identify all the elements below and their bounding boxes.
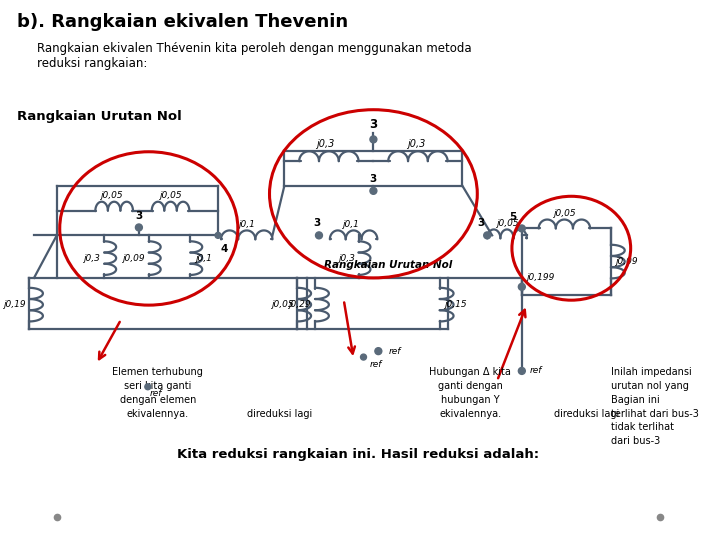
Text: ref: ref bbox=[530, 367, 542, 375]
Text: urutan nol yang: urutan nol yang bbox=[611, 381, 689, 391]
Text: direduksi lagi: direduksi lagi bbox=[554, 409, 618, 419]
Circle shape bbox=[484, 232, 490, 239]
Circle shape bbox=[518, 225, 526, 232]
Text: j0,05: j0,05 bbox=[159, 191, 182, 200]
Text: Rangkaian ekivalen Thévenin kita peroleh dengan menggunakan metoda
reduksi rangk: Rangkaian ekivalen Thévenin kita peroleh… bbox=[37, 43, 472, 70]
Text: 5: 5 bbox=[510, 212, 517, 221]
Text: j0,05: j0,05 bbox=[495, 219, 518, 228]
Text: j0,3: j0,3 bbox=[84, 254, 100, 262]
Circle shape bbox=[518, 367, 526, 374]
Text: Rangkaian Urutan Nol: Rangkaian Urutan Nol bbox=[324, 260, 452, 270]
Text: j0,1: j0,1 bbox=[342, 220, 359, 230]
Text: dari ​bus-3: dari ​bus-3 bbox=[611, 436, 660, 446]
Text: j0,09: j0,09 bbox=[122, 254, 145, 262]
Text: terlihat dari bus-3: terlihat dari bus-3 bbox=[611, 409, 698, 419]
Text: j0,05: j0,05 bbox=[271, 300, 293, 309]
Circle shape bbox=[315, 232, 323, 239]
Text: j0,19: j0,19 bbox=[4, 300, 26, 309]
Text: 3: 3 bbox=[370, 174, 377, 184]
Circle shape bbox=[370, 136, 377, 143]
Text: Bagian ini: Bagian ini bbox=[611, 395, 660, 404]
Text: tidak terlihat: tidak terlihat bbox=[611, 422, 674, 433]
Text: direduksi lagi: direduksi lagi bbox=[247, 409, 312, 419]
Text: j0,1: j0,1 bbox=[238, 220, 255, 230]
Text: Inilah impedansi: Inilah impedansi bbox=[611, 367, 692, 377]
Text: ekivalennya.: ekivalennya. bbox=[439, 409, 501, 419]
Text: 3: 3 bbox=[477, 219, 485, 228]
Text: j0,29: j0,29 bbox=[289, 300, 311, 309]
Text: 3: 3 bbox=[135, 211, 143, 220]
Text: dengan elemen: dengan elemen bbox=[120, 395, 196, 404]
Text: 3: 3 bbox=[313, 219, 320, 228]
Text: j0,199: j0,199 bbox=[526, 273, 554, 282]
Circle shape bbox=[215, 232, 221, 238]
Circle shape bbox=[375, 348, 382, 355]
Circle shape bbox=[370, 187, 377, 194]
Text: 3: 3 bbox=[369, 118, 377, 131]
Text: Hubungan Δ kita: Hubungan Δ kita bbox=[429, 367, 511, 377]
Text: j0,15: j0,15 bbox=[444, 300, 467, 309]
Text: ref: ref bbox=[388, 347, 400, 356]
Text: j0,3: j0,3 bbox=[407, 139, 425, 149]
Text: seri kita ganti: seri kita ganti bbox=[124, 381, 192, 391]
Text: ref: ref bbox=[370, 360, 382, 368]
Text: j0,05: j0,05 bbox=[100, 191, 122, 200]
Text: j0,3: j0,3 bbox=[316, 139, 334, 149]
Text: Kita reduksi rangkaian ini. Hasil reduksi adalah:: Kita reduksi rangkaian ini. Hasil reduks… bbox=[178, 448, 539, 461]
Text: j0,09: j0,09 bbox=[615, 257, 637, 266]
Circle shape bbox=[145, 384, 150, 390]
Text: 4: 4 bbox=[220, 244, 228, 254]
Text: hubungan Y: hubungan Y bbox=[441, 395, 500, 404]
Text: ref: ref bbox=[150, 389, 162, 398]
Circle shape bbox=[518, 284, 526, 291]
Circle shape bbox=[135, 224, 143, 231]
Text: j0,3: j0,3 bbox=[338, 254, 355, 262]
Text: ekivalennya.: ekivalennya. bbox=[127, 409, 189, 419]
Circle shape bbox=[361, 354, 366, 360]
Text: j0,05: j0,05 bbox=[553, 208, 576, 218]
Text: j0,1: j0,1 bbox=[195, 254, 212, 262]
Text: Rangkaian Urutan Nol: Rangkaian Urutan Nol bbox=[17, 110, 182, 123]
Text: ganti dengan: ganti dengan bbox=[438, 381, 503, 391]
Text: Elemen terhubung: Elemen terhubung bbox=[112, 367, 203, 377]
Text: b). Rangkaian ekivalen Thevenin: b). Rangkaian ekivalen Thevenin bbox=[17, 13, 348, 31]
